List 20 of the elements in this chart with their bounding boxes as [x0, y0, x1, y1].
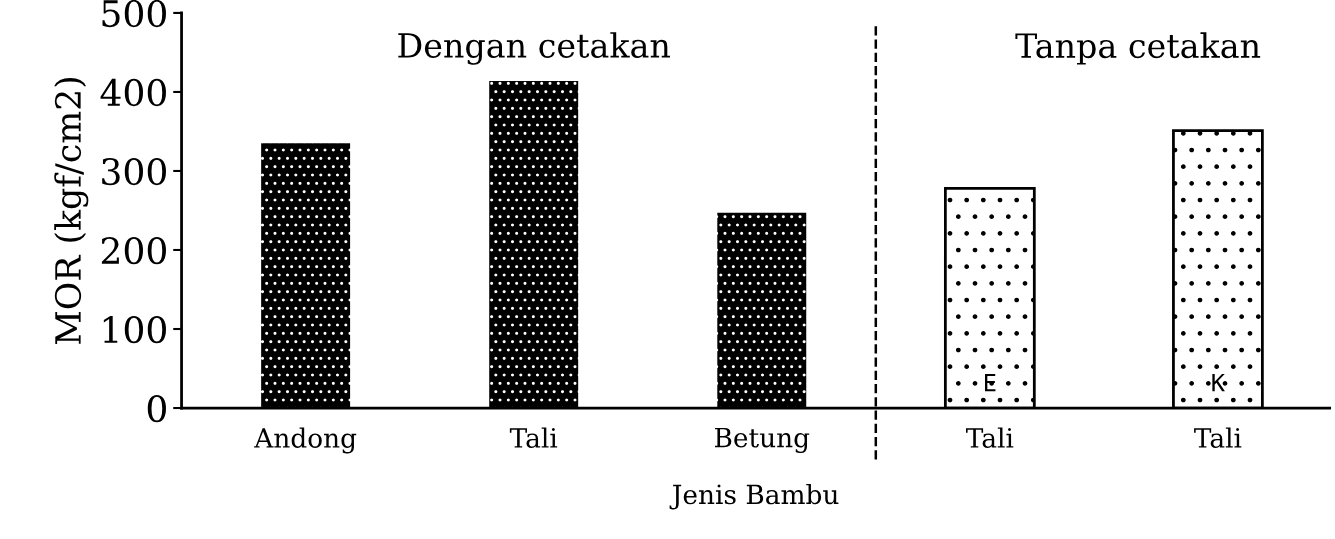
y-tick-label: 200: [101, 236, 166, 265]
x-tick-label: Betung: [714, 427, 810, 454]
y-tick-label: 300: [102, 157, 166, 186]
x-tick-label: Andong: [254, 427, 357, 454]
annotation: Tanpa cetakan: [1015, 32, 1261, 65]
y-tick-label: 400: [100, 78, 166, 107]
y-tick-label: 500: [102, 0, 166, 28]
bar: [489, 80, 579, 409]
bar: [261, 143, 351, 409]
x-tick-label: Tali: [966, 427, 1014, 448]
y-tick-label: 0: [147, 394, 166, 423]
y-tick-label: 100: [103, 315, 166, 344]
annotation: Dengan cetakan: [398, 32, 670, 65]
x-axis-title: Jenis Bambu: [669, 483, 839, 510]
annotation: K: [1212, 374, 1225, 392]
annotation: E: [985, 374, 996, 392]
bar: [717, 212, 807, 409]
x-tick-label: Tali: [509, 427, 558, 448]
x-tick-label: Tali: [1194, 427, 1242, 448]
y-axis-title: MOR (kgf/cm2): [54, 77, 89, 345]
